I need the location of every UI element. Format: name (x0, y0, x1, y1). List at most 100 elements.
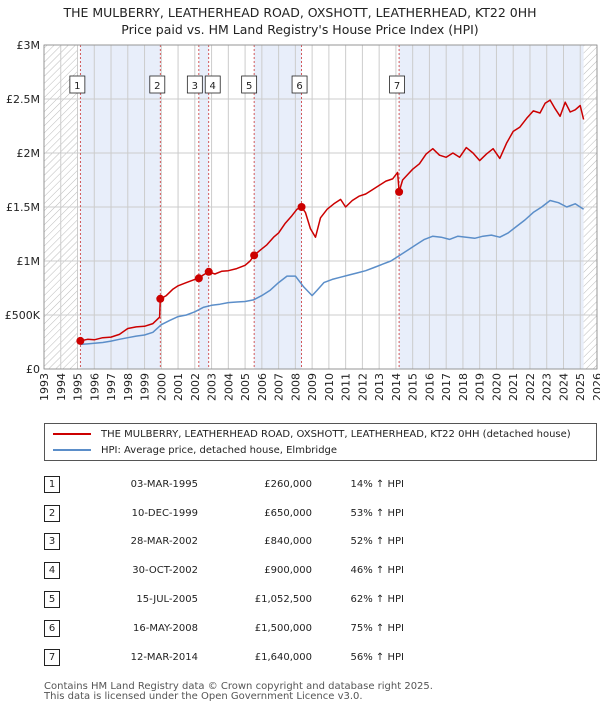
y-tick-label-0: £0 (26, 363, 40, 376)
sale-badge: 5 (44, 591, 60, 609)
sale-hpi-change: 56% ↑ HPI (350, 651, 404, 663)
x-tick-label-2024: 2024 (557, 373, 570, 401)
x-tick-label-1999: 1999 (139, 373, 152, 401)
sale-badge: 1 (44, 475, 60, 493)
x-tick-label-2017: 2017 (440, 373, 453, 401)
x-tick-label-1998: 1998 (122, 373, 135, 401)
sale-number: 7 (44, 643, 90, 672)
x-tick-label-1997: 1997 (105, 373, 118, 401)
sale-price: £650,000 (264, 507, 312, 519)
x-tick-label-1993: 1993 (38, 373, 51, 401)
x-tick-label-2023: 2023 (541, 373, 554, 401)
price-chart: 1 2 3 4 5 6 7 £0 £500K £1M £1.5M £2M £2.5M £3M 1993 19… (5, 39, 600, 401)
sale-label-box-6 (291, 75, 308, 94)
sale-label-4: 4 (204, 75, 221, 94)
x-tick-label-2001: 2001 (172, 373, 185, 401)
legend-label-hpi: HPI: Average price, detached house, Elmb… (101, 445, 338, 456)
sale-label-text-4: 4 (210, 81, 216, 92)
y-tick-label-500000: £500K (5, 309, 41, 322)
sale-label-5: 5 (241, 75, 258, 94)
sale-hpi-change: 14% ↑ HPI (350, 478, 404, 490)
sale-hpi-change: 46% ↑ HPI (350, 565, 404, 577)
sale-badge: 7 (44, 648, 60, 666)
y-tick-label-2000000: £2M (17, 147, 41, 160)
sale-hpi-change: 75% ↑ HPI (350, 622, 404, 634)
sale-price: £1,052,500 (254, 594, 312, 606)
title-line-2: Price paid vs. HM Land Registry's House … (121, 22, 479, 37)
sale-price: £1,640,000 (254, 651, 312, 663)
x-tick-label-2003: 2003 (206, 373, 219, 401)
x-tick-label-1996: 1996 (88, 373, 101, 401)
sale-label-7: 7 (389, 75, 405, 94)
sale-date: 15-JUL-2005 (136, 594, 198, 606)
sale-label-box-1 (69, 75, 86, 94)
sale-number: 4 (44, 556, 90, 585)
sale-number: 2 (44, 499, 90, 528)
x-tick-label-2005: 2005 (239, 373, 252, 401)
sale-label-text-7: 7 (394, 81, 400, 92)
x-tick-label-2020: 2020 (490, 373, 503, 401)
sales-table: 1 03-MAR-1995 £260,000 14% ↑ HPI 2 10-DEC-199… (44, 470, 404, 672)
sale-number: 5 (44, 585, 90, 614)
x-tick-label-2022: 2022 (524, 373, 537, 401)
sale-label-text-2: 2 (154, 81, 160, 92)
y-tick-label-2500000: £2.5M (6, 93, 40, 106)
sale-number: 1 (44, 470, 90, 499)
sale-row-6: 6 16-MAY-2008 £1,500,000 75% ↑ HPI (44, 614, 404, 643)
x-tick-label-2009: 2009 (306, 373, 319, 401)
sale-point-2 (156, 294, 165, 303)
sale-label-box-4 (204, 75, 221, 94)
legend-item-hpi: HPI: Average price, detached house, Elmb… (53, 443, 337, 459)
x-tick-label-2002: 2002 (189, 373, 202, 401)
sale-price: £1,500,000 (254, 622, 312, 634)
sale-label-1: 1 (69, 75, 86, 94)
sale-price: £900,000 (264, 565, 312, 577)
x-tick-label-2025: 2025 (574, 373, 587, 401)
sale-row-4: 4 30-OCT-2002 £900,000 46% ↑ HPI (44, 556, 404, 585)
sale-hpi-change: 52% ↑ HPI (350, 536, 404, 548)
sale-label-text-1: 1 (74, 81, 80, 92)
legend-label-property: THE MULBERRY, LEATHERHEAD ROAD, OXSHOTT,… (101, 429, 571, 440)
sale-row-2: 2 10-DEC-1999 £650,000 53% ↑ HPI (44, 499, 404, 528)
sale-date: 16-MAY-2008 (132, 622, 198, 634)
sale-label-3: 3 (186, 75, 203, 94)
sale-point-7 (395, 187, 404, 196)
legend-item-property: THE MULBERRY, LEATHERHEAD ROAD, OXSHOTT,… (53, 427, 571, 443)
sale-price: £260,000 (264, 478, 312, 490)
footer-copyright: Contains HM Land Registry data © Crown c… (44, 681, 433, 692)
sale-date: 28-MAR-2002 (130, 536, 198, 548)
sale-date: 12-MAR-2014 (130, 651, 198, 663)
x-tick-label-2014: 2014 (390, 373, 403, 401)
y-tick-label-1500000: £1.5M (6, 201, 40, 214)
sale-label-6: 6 (291, 75, 308, 94)
x-tick-label-1994: 1994 (55, 373, 68, 401)
plot-frame (43, 44, 598, 370)
sale-hpi-change: 62% ↑ HPI (350, 594, 404, 606)
x-tick-label-2026: 2026 (591, 373, 600, 401)
sale-label-box-2 (149, 75, 166, 94)
sale-row-5: 5 15-JUL-2005 £1,052,500 62% ↑ HPI (44, 585, 404, 614)
sale-row-1: 1 03-MAR-1995 £260,000 14% ↑ HPI (44, 470, 404, 499)
sale-label-text-3: 3 (192, 81, 198, 92)
x-tick-label-2008: 2008 (289, 373, 302, 401)
sale-badge: 2 (44, 504, 60, 522)
x-tick-label-2004: 2004 (222, 373, 235, 401)
x-tick-label-2013: 2013 (373, 373, 386, 401)
chart-legend: THE MULBERRY, LEATHERHEAD ROAD, OXSHOTT,… (44, 423, 597, 461)
sale-badge: 4 (44, 562, 60, 580)
y-tick-label-1000000: £1M (17, 255, 41, 268)
sale-row-3: 3 28-MAR-2002 £840,000 52% ↑ HPI (44, 528, 404, 557)
sale-hpi-change: 53% ↑ HPI (350, 507, 404, 519)
sale-number: 3 (44, 528, 90, 557)
sale-label-box-3 (186, 75, 203, 94)
x-tick-label-2018: 2018 (457, 373, 470, 401)
sale-price: £840,000 (264, 536, 312, 548)
sale-point-5 (250, 251, 259, 260)
x-tick-label-1995: 1995 (72, 373, 85, 401)
sale-point-4 (204, 267, 213, 276)
sale-row-7: 7 12-MAR-2014 £1,640,000 56% ↑ HPI (44, 643, 404, 672)
x-tick-label-2000: 2000 (155, 373, 168, 401)
x-tick-label-2010: 2010 (323, 373, 336, 401)
x-tick-label-2011: 2011 (340, 373, 353, 401)
sale-date: 03-MAR-1995 (130, 478, 198, 490)
